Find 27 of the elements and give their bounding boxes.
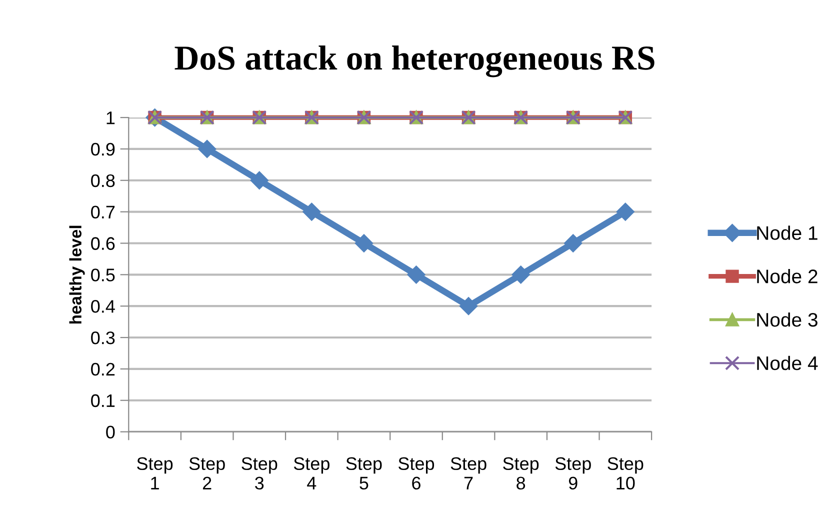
x-tick-label: Step 2 <box>189 457 225 490</box>
y-tick-label: 0.3 <box>91 331 115 344</box>
x-tick-label: Step 5 <box>346 457 382 490</box>
y-tick-label: 0 <box>106 426 115 439</box>
y-tick-label: 0.7 <box>91 206 115 219</box>
y-tick-label: 0.5 <box>91 268 115 282</box>
chart-title: DoS attack on heterogeneous RS <box>174 45 654 78</box>
y-tick-label: 1 <box>106 112 115 124</box>
y-tick-label: 0.9 <box>91 142 115 156</box>
y-tick-label: 0.8 <box>91 174 115 188</box>
legend-label: Node 3 <box>757 312 818 327</box>
x-tick-label: Step 8 <box>503 457 539 490</box>
x-tick-label: Step 4 <box>294 457 330 490</box>
y-tick-label: 0.4 <box>91 300 115 313</box>
x-tick-label: Step 7 <box>450 457 486 490</box>
x-tick-label: Step 3 <box>242 457 278 490</box>
x-tick-label: Step 9 <box>555 457 591 490</box>
y-tick-label: 0.6 <box>91 237 115 250</box>
y-tick-label: 0.1 <box>91 394 115 408</box>
x-tick-label: Step 10 <box>608 457 644 490</box>
legend-label: Node 1 <box>757 226 818 240</box>
legend-label: Node 2 <box>757 269 818 284</box>
legend-label: Node 4 <box>757 356 818 370</box>
y-tick-label: 0.2 <box>91 362 115 376</box>
x-tick-label: Step 6 <box>398 457 434 490</box>
x-tick-label: Step 1 <box>137 457 173 490</box>
y-axis-title: healthy level <box>69 226 85 324</box>
